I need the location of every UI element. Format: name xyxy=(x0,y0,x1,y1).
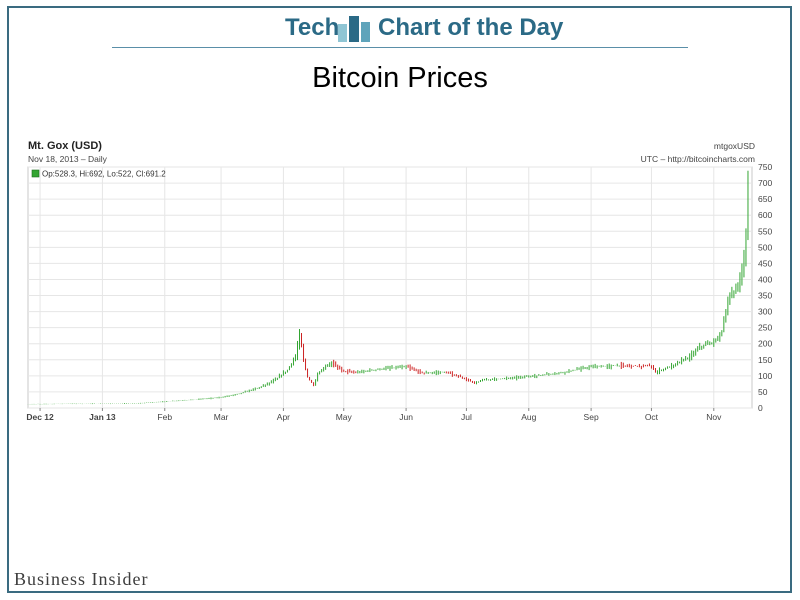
y-tick-label: 50 xyxy=(758,387,768,397)
chart-subtitle: Nov 18, 2013 – Daily xyxy=(28,154,108,164)
y-tick-label: 750 xyxy=(758,162,772,172)
x-tick-label: Sep xyxy=(584,412,599,422)
y-tick-label: 600 xyxy=(758,210,772,220)
x-tick-label: Apr xyxy=(277,412,290,422)
x-tick-label: Jul xyxy=(461,412,472,422)
candle-layer xyxy=(27,170,749,405)
chart-logo-icon xyxy=(338,16,370,42)
y-tick-label: 300 xyxy=(758,307,772,317)
x-tick-label: Feb xyxy=(157,412,172,422)
header: Tech Chart of the Day xyxy=(0,14,800,46)
x-tick-label: Aug xyxy=(521,412,536,422)
y-tick-label: 0 xyxy=(758,403,763,413)
brand-logo: Business Insider xyxy=(14,569,149,589)
grid-layer xyxy=(28,166,752,409)
x-tick-label: Nov xyxy=(706,412,722,422)
chart-title: Mt. Gox (USD) xyxy=(28,140,102,152)
chart-symbol: mtgoxUSD xyxy=(714,141,755,151)
y-tick-label: 450 xyxy=(758,258,772,268)
y-tick-label: 500 xyxy=(758,242,772,252)
x-tick-label: Jun xyxy=(399,412,413,422)
legend-ohlc: Op:528.3, Hi:692, Lo:522, Cl:691.2 xyxy=(42,170,166,179)
x-tick-label: May xyxy=(336,412,353,422)
header-rule xyxy=(112,47,688,48)
plot-area xyxy=(27,166,753,409)
header-right-words: Chart of the Day xyxy=(378,14,564,41)
x-tick-label: Oct xyxy=(645,412,659,422)
chart-source: UTC – http://bitcoincharts.com xyxy=(641,154,755,164)
y-tick-label: 250 xyxy=(758,323,772,333)
y-tick-label: 650 xyxy=(758,194,772,204)
page-frame xyxy=(7,6,792,593)
legend-marker xyxy=(31,169,40,178)
header-left-word: Tech xyxy=(285,14,340,41)
page-title: Bitcoin Prices xyxy=(312,62,488,94)
x-tick-label: Jan 13 xyxy=(89,412,116,422)
x-tick-label: Dec 12 xyxy=(26,412,54,422)
y-tick-label: 100 xyxy=(758,371,772,381)
y-tick-label: 150 xyxy=(758,355,772,365)
y-tick-label: 550 xyxy=(758,226,772,236)
x-tick-label: Mar xyxy=(214,412,229,422)
y-tick-label: 200 xyxy=(758,339,772,349)
y-tick-label: 350 xyxy=(758,291,772,301)
axis-layer: 0 50 100 150 200 250 300 350 400 450 500 550 600 650 7… xyxy=(26,162,772,422)
y-tick-label: 700 xyxy=(758,178,772,188)
y-tick-label: 400 xyxy=(758,274,772,284)
